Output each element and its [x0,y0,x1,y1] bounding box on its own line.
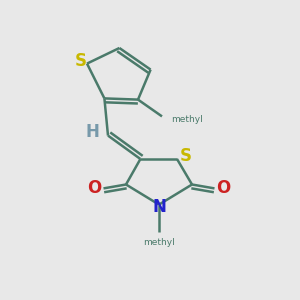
Text: S: S [74,52,86,70]
Text: N: N [152,198,166,216]
Text: methyl: methyl [143,238,175,247]
Text: methyl: methyl [171,116,203,124]
Text: O: O [216,179,231,197]
Text: O: O [87,179,102,197]
Text: S: S [179,147,191,165]
Text: H: H [85,123,99,141]
